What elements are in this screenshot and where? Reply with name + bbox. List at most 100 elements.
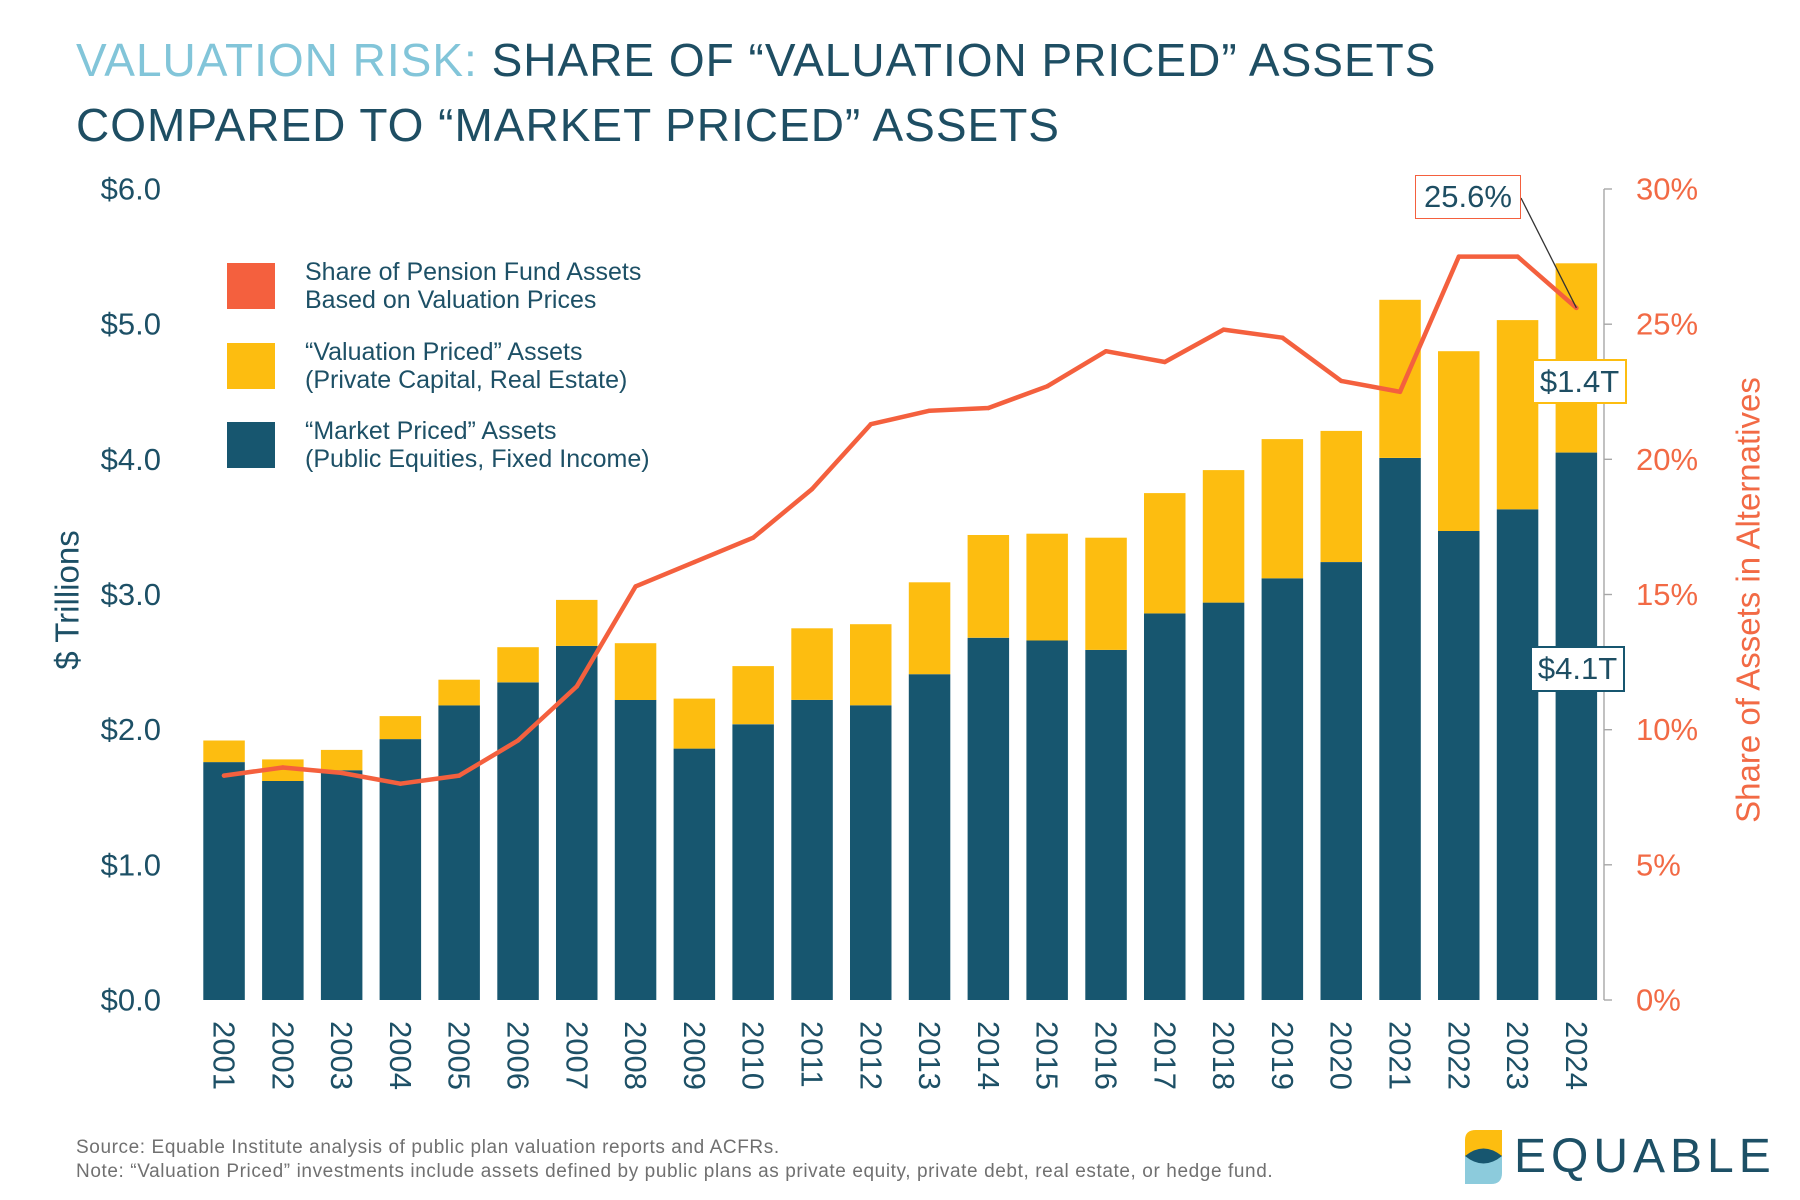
x-tick-label: 2023 <box>1500 1021 1535 1090</box>
market-priced-bar <box>791 699 833 1000</box>
valuation-priced-bar <box>1026 533 1068 641</box>
legend-label-line: “Valuation Priced” Assets <box>305 338 583 366</box>
right-tick-label: 5% <box>1636 847 1681 882</box>
x-tick-label: 2013 <box>912 1021 947 1090</box>
valuation-priced-bar <box>1496 320 1539 510</box>
x-tick-label: 2007 <box>559 1021 594 1090</box>
valuation-priced-bar <box>614 643 657 700</box>
market-priced-bar <box>732 724 774 1000</box>
left-tick-label: $0.0 <box>101 983 161 1018</box>
source-note: Source: Equable Institute analysis of pu… <box>76 1137 780 1158</box>
legend-item-market-priced: “Market Priced” Assets (Public Equities,… <box>227 417 650 473</box>
share-point <box>1397 389 1403 394</box>
market-priced-bar <box>1202 602 1245 1000</box>
share-point <box>633 584 638 589</box>
share-point <box>1221 327 1226 332</box>
right-tick-label: 0% <box>1636 983 1681 1018</box>
market-priced-bar <box>967 637 1010 1000</box>
x-tick-label: 2005 <box>442 1021 477 1090</box>
x-tick-label: 2001 <box>207 1021 242 1090</box>
x-tick-label: 2012 <box>853 1021 888 1090</box>
legend-item-valuation-priced: “Valuation Priced” Assets (Private Capit… <box>227 338 627 394</box>
legend-label-line: (Public Equities, Fixed Income) <box>305 445 650 473</box>
share-point <box>339 770 344 776</box>
share-point <box>398 781 403 786</box>
market-priced-bar <box>320 770 363 1000</box>
market-priced-bar <box>556 645 598 1000</box>
market-priced-bar <box>908 674 951 1000</box>
share-point <box>1162 359 1168 365</box>
market-priced-bar <box>1320 562 1362 1000</box>
equable-logo: EQUABLE <box>1462 1128 1782 1186</box>
annotation-valuation-priced-2024: $1.4T <box>1532 359 1627 404</box>
share-point <box>221 773 227 778</box>
share-point <box>280 765 285 770</box>
x-tick-label: 2021 <box>1383 1021 1418 1090</box>
share-point <box>751 535 756 540</box>
share-point <box>1515 254 1520 259</box>
market-priced-bar <box>1379 458 1421 1000</box>
left-axis-title: $ Trillions <box>49 530 86 669</box>
market-priced-bar <box>1144 613 1186 1000</box>
chart-title: VALUATION RISK: SHARE OF “VALUATION PRIC… <box>76 34 1436 86</box>
legend-label-line: (Private Capital, Real Estate) <box>305 366 628 394</box>
left-tick-label: $2.0 <box>101 712 161 747</box>
market-priced-bar <box>614 699 657 1000</box>
share-point <box>1045 384 1050 389</box>
left-tick-label: $4.0 <box>101 442 161 477</box>
share-point <box>692 559 697 565</box>
right-tick-label: 20% <box>1636 442 1698 477</box>
valuation-priced-bar <box>1438 351 1480 531</box>
legend-label-share: Share of Pension Fund Assets Based on Va… <box>305 258 641 314</box>
share-point <box>927 408 932 413</box>
share-point <box>1103 349 1109 354</box>
x-tick-label: 2018 <box>1206 1021 1241 1090</box>
right-tick-label: 10% <box>1636 712 1698 747</box>
share-point <box>457 773 462 778</box>
x-tick-label: 2017 <box>1147 1021 1182 1090</box>
valuation-priced-bar <box>1261 439 1304 579</box>
valuation-priced-bar <box>556 599 598 646</box>
share-point <box>868 422 873 427</box>
left-tick-label: $5.0 <box>101 307 161 342</box>
x-tick-label: 2006 <box>501 1021 536 1090</box>
x-tick-label: 2022 <box>1441 1021 1476 1090</box>
right-axis-title: Share of Assets in Alternatives <box>1730 377 1767 823</box>
legend-swatch-share <box>227 263 275 309</box>
x-tick-label: 2020 <box>1324 1021 1359 1090</box>
valuation-priced-bar <box>908 582 951 675</box>
legend-label-market-priced: “Market Priced” Assets (Public Equities,… <box>305 417 650 473</box>
valuation-priced-bar <box>320 749 363 771</box>
annotation-share-2024: 25.6% <box>1415 175 1521 219</box>
valuation-priced-bar <box>203 740 245 763</box>
footer: Source: Equable Institute analysis of pu… <box>76 1136 1273 1184</box>
share-point <box>1280 335 1285 340</box>
x-tick-label: 2014 <box>971 1021 1006 1090</box>
share-point <box>809 486 815 492</box>
valuation-priced-bar <box>379 716 422 740</box>
share-point <box>1456 254 1462 259</box>
right-tick-label: 15% <box>1636 577 1698 612</box>
x-tick-label: 2009 <box>677 1021 712 1090</box>
valuation-priced-bar <box>438 679 480 706</box>
market-priced-bar <box>1496 509 1539 1000</box>
share-point <box>986 405 991 411</box>
market-priced-bar <box>438 705 480 1000</box>
x-tick-label: 2003 <box>324 1021 359 1090</box>
legend-item-share-valuation-prices: Share of Pension Fund Assets Based on Va… <box>227 258 641 314</box>
equable-logo-text: EQUABLE <box>1514 1130 1776 1183</box>
market-priced-bar <box>262 781 304 1000</box>
market-priced-bar <box>1555 452 1598 1001</box>
x-tick-label: 2015 <box>1030 1021 1065 1090</box>
legend-label-line: Based on Valuation Prices <box>305 286 597 314</box>
left-tick-label: $1.0 <box>101 847 161 882</box>
share-point <box>515 738 521 743</box>
chart-title-main: SHARE OF “VALUATION PRICED” ASSETS <box>491 34 1437 86</box>
legend-label-line: Share of Pension Fund Assets <box>305 258 642 286</box>
x-tick-label: 2008 <box>618 1021 653 1090</box>
methodology-note: Note: “Valuation Priced” investments inc… <box>76 1161 1274 1182</box>
valuation-priced-bar <box>673 698 716 749</box>
valuation-priced-bar <box>262 759 304 781</box>
equable-logo-mark-icon <box>1465 1130 1502 1184</box>
